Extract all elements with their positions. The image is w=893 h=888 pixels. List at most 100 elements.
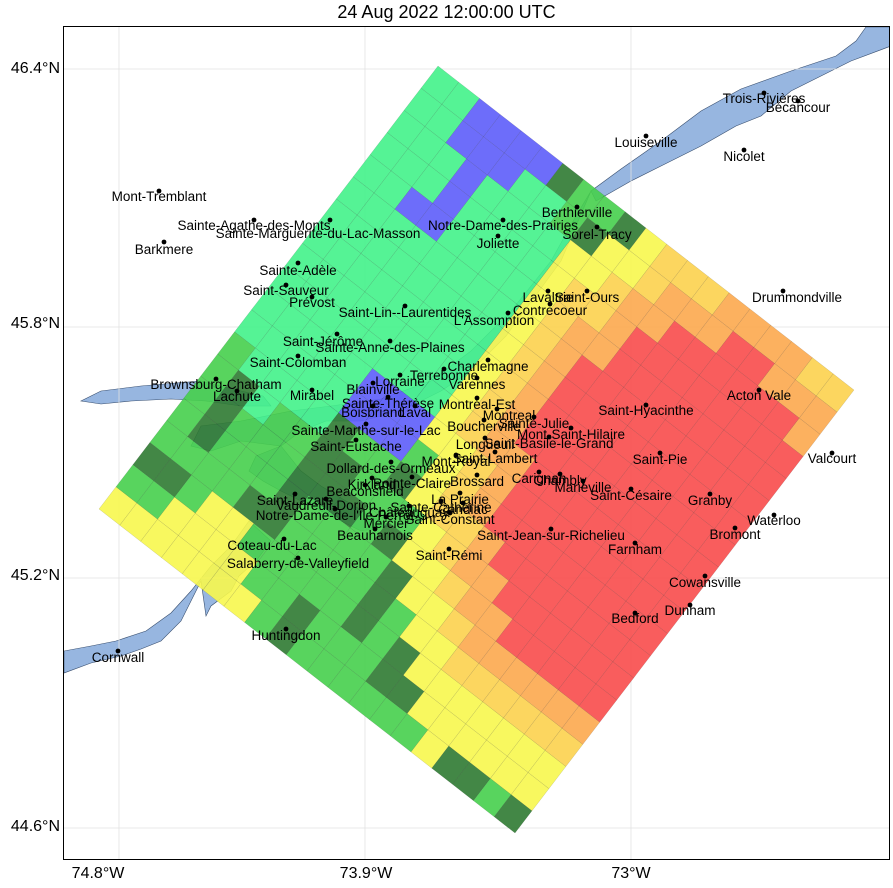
city-label: Saint-Lazare: [257, 493, 334, 508]
city-marker[interactable]: Saint-Constant: [405, 510, 495, 527]
city-marker[interactable]: Mirabel: [290, 387, 334, 403]
city-marker[interactable]: Huntingdon: [251, 626, 321, 643]
city-marker[interactable]: Marieville: [554, 478, 612, 495]
city-marker[interactable]: Sorel-Tracy: [562, 224, 632, 242]
city-dot: [369, 475, 375, 481]
city-marker[interactable]: Terrebonne: [410, 366, 478, 383]
city-label: Beaconsfield: [326, 484, 403, 499]
city-marker[interactable]: Prévost: [289, 294, 335, 310]
city-marker[interactable]: Farnham: [608, 540, 662, 557]
city-marker[interactable]: Sainte-Agathe-des-Monts: [177, 217, 331, 233]
city-marker[interactable]: Louiseville: [614, 133, 678, 150]
city-marker[interactable]: Notre-Dame-des-Prairies: [428, 217, 578, 233]
city-marker[interactable]: Kirkland: [348, 475, 397, 492]
city-marker[interactable]: Dollard-des-Ormeaux: [326, 459, 456, 476]
city-marker[interactable]: Drummondville: [752, 288, 842, 305]
city-marker[interactable]: Blainville: [346, 380, 400, 397]
city-marker[interactable]: Longueuil: [456, 435, 515, 452]
city-dot: [353, 437, 359, 443]
lon-label-73: 73°W: [611, 865, 651, 882]
city-marker[interactable]: Sainte-Catherine: [390, 498, 492, 515]
city-marker[interactable]: Saint-Rémi: [416, 546, 483, 563]
city-marker[interactable]: Saint-Lin--Laurentides: [339, 303, 472, 320]
city-marker[interactable]: Bécancour: [766, 98, 831, 115]
city-marker[interactable]: Charlemagne: [447, 357, 529, 374]
city-marker[interactable]: Saint-Eustache: [310, 437, 402, 454]
city-marker[interactable]: Joliette: [477, 233, 520, 251]
city-marker[interactable]: Acton Vale: [727, 387, 791, 403]
city-label: Saint-Pie: [633, 452, 688, 467]
city-marker[interactable]: Beauharnois: [337, 526, 413, 543]
city-marker[interactable]: Contrecoeur: [513, 301, 588, 318]
city-label: Bromont: [709, 527, 760, 542]
city-marker[interactable]: Sainte-Adèle: [259, 260, 337, 278]
city-dot: [474, 375, 480, 381]
city-label: Drummondville: [752, 290, 842, 305]
city-marker[interactable]: Saint-Colomban: [250, 353, 347, 370]
city-marker[interactable]: Saint-Jean-sur-Richelieu: [477, 526, 625, 543]
city-marker[interactable]: Saint-Pie: [633, 450, 688, 467]
map-title: 24 Aug 2022 12:00:00 UTC: [337, 2, 556, 22]
city-marker[interactable]: Vaudreuil-Dorion: [276, 496, 376, 513]
city-marker[interactable]: Saint-Sauveur: [243, 282, 329, 298]
city-dot: [500, 217, 506, 223]
city-marker[interactable]: Saint-Basile-le-Grand: [484, 434, 614, 451]
city-marker[interactable]: Coteau-du-Lac: [227, 536, 317, 553]
city-marker[interactable]: Berthierville: [542, 204, 613, 220]
city-marker[interactable]: Laval: [399, 403, 431, 420]
city-marker[interactable]: L'Assomption: [454, 310, 535, 328]
lat-label-46-4: 46.4°N: [10, 60, 60, 77]
city-marker[interactable]: Nicolet: [723, 147, 765, 164]
city-marker[interactable]: Saint-Hyacinthe: [598, 402, 694, 418]
city-marker[interactable]: Saint-Jérôme: [283, 331, 363, 349]
city-marker[interactable]: Boisbriand: [341, 403, 405, 420]
city-marker[interactable]: Sainte-Marthe-sur-le-Lac: [291, 421, 441, 438]
city-marker[interactable]: Brossard: [450, 472, 504, 489]
city-marker[interactable]: Mont-Tremblant: [112, 188, 207, 204]
city-marker[interactable]: Montreal: [483, 406, 536, 423]
city-marker[interactable]: Cowansville: [669, 573, 741, 590]
city-marker[interactable]: Bedford: [611, 610, 659, 626]
city-marker[interactable]: Chambly: [533, 471, 587, 488]
city-marker[interactable]: Sainte-Marguerite-du-Lac-Masson: [216, 217, 421, 241]
city-label: Marieville: [554, 480, 611, 495]
city-marker[interactable]: Trois-Rivières: [723, 90, 806, 106]
city-marker[interactable]: Notre-Dame-de-l'Île-Perrot: [256, 506, 415, 523]
city-label: Longueuil: [456, 437, 515, 452]
city-marker[interactable]: Varennes: [449, 375, 506, 392]
city-marker[interactable]: Bromont: [709, 525, 761, 542]
city-marker[interactable]: Mont-Saint-Hilaire: [517, 425, 625, 442]
city-marker[interactable]: Carignan: [512, 469, 567, 486]
city-marker[interactable]: Sainte-Thérèse: [342, 394, 434, 411]
city-marker[interactable]: Salaberry-de-Valleyfield: [227, 555, 369, 571]
city-marker[interactable]: La Prairie: [431, 490, 489, 507]
city-marker[interactable]: Pointe-Claire: [373, 474, 451, 491]
city-label: Laval: [399, 405, 431, 420]
city-marker[interactable]: Boucherville: [447, 417, 521, 434]
city-marker[interactable]: Barkmere: [135, 239, 194, 257]
city-marker[interactable]: Dunham: [664, 602, 716, 618]
city-marker[interactable]: Lavaltrie: [522, 288, 574, 305]
city-marker[interactable]: Waterloo: [747, 512, 801, 528]
city-marker[interactable]: Saint-Ours: [555, 288, 620, 305]
city-marker[interactable]: Lorraine: [375, 372, 425, 389]
map-frame[interactable]: Trois-Rivières Bécancour Louiseville Nicole…: [63, 26, 890, 860]
city-marker[interactable]: Mont-Royal: [421, 452, 491, 469]
city-marker[interactable]: Saint-Césaire: [590, 486, 672, 503]
city-marker[interactable]: Sainte-Julie: [499, 414, 570, 431]
city-label: Bedford: [611, 611, 658, 626]
city-marker[interactable]: Sainte-Anne-des-Plaines: [315, 338, 465, 355]
city-marker[interactable]: Châteauguay: [369, 503, 450, 520]
city-marker[interactable]: Cornwall: [92, 648, 145, 665]
city-marker[interactable]: Lachute: [213, 388, 261, 404]
city-marker[interactable]: Valcourt: [808, 450, 857, 466]
city-marker[interactable]: Saint-Lazare: [257, 491, 334, 508]
city-marker[interactable]: Beaconsfield: [326, 482, 404, 499]
city-marker[interactable]: Brownsburg-Chatham: [150, 376, 282, 392]
city-label: Trois-Rivières: [723, 91, 806, 106]
city-marker[interactable]: Granby: [688, 491, 733, 508]
city-marker[interactable]: Saint-Lambert: [453, 449, 538, 466]
city-label: Valcourt: [808, 451, 857, 466]
lat-label-45-8: 45.8°N: [10, 315, 60, 332]
